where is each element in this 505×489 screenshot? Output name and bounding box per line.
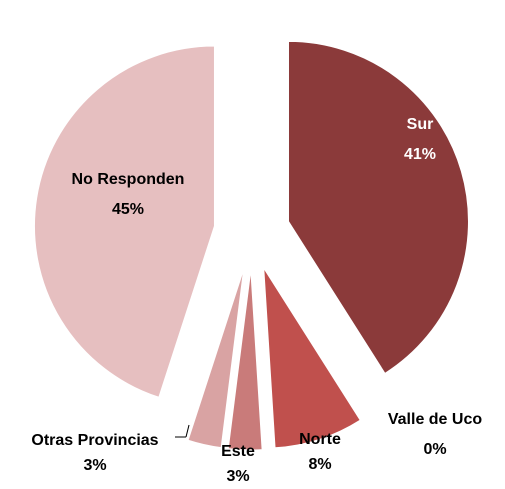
slice-value: 3% [226,468,249,485]
slice-label: Norte [299,431,341,448]
slice-label: Valle de Uco [388,411,482,428]
leader-line [185,424,190,438]
pie-slice [227,269,263,451]
slice-label: Sur [407,116,434,133]
slice-label: Este [221,443,255,460]
slice-label: Otras Provincias [31,432,158,449]
slice-value: 3% [83,457,106,474]
slice-label: No Responden [72,171,185,188]
pie-slice [287,40,469,375]
pie-slice [271,263,370,417]
pie-slice [34,45,215,398]
slice-value: 8% [308,456,331,473]
pie-slice [263,267,361,449]
slice-value: 41% [404,146,436,163]
pie-slice [187,268,245,449]
slice-value: 0% [423,441,446,458]
slice-value: 45% [112,201,144,218]
